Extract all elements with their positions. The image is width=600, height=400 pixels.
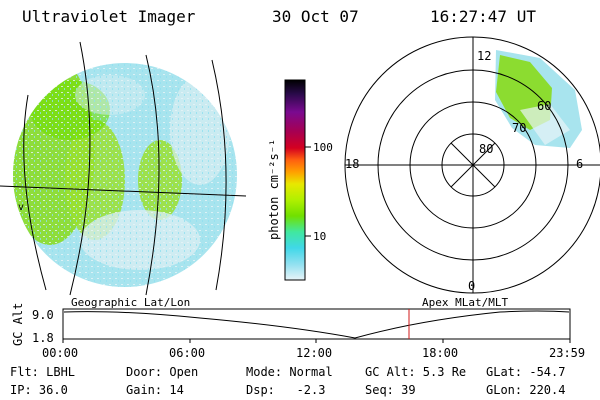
instrument-title: Ultraviolet Imager <box>22 7 196 26</box>
colorbar-tick-10: 10 <box>313 230 326 243</box>
orbit-xtick-1800: 18:00 <box>422 346 459 360</box>
status-dsp: Dsp: -2.3 <box>246 383 326 397</box>
geographic-label: Geographic Lat/Lon <box>71 296 191 309</box>
altitude-curve <box>63 310 570 339</box>
orbit-xtick-0600: 06:00 <box>169 346 206 360</box>
status-mode: Mode: Normal <box>246 365 333 379</box>
status-glon: GLon: 220.4 <box>486 383 566 397</box>
status-filter: Flt: LBHL <box>10 365 76 379</box>
mlt-label-0: 0 <box>468 279 475 293</box>
lat-label-60: 60 <box>537 99 551 113</box>
mlt-label-6: 6 <box>576 157 583 171</box>
observation-date: 30 Oct 07 <box>272 7 359 26</box>
polar-grid <box>344 36 600 294</box>
svg-text:v: v <box>18 202 24 213</box>
apex-label: Apex MLat/MLT <box>422 296 509 309</box>
orbit-xtick-1200: 12:00 <box>296 346 333 360</box>
mlt-label-18: 18 <box>345 157 359 171</box>
status-glat: GLat: -54.7 <box>486 365 566 379</box>
status-gc-alt: GC Alt: 5.3 Re <box>365 365 467 379</box>
status-ip: IP: 36.0 <box>10 383 68 397</box>
orbit-xtick-2359: 23:59 <box>549 346 586 360</box>
status-seq: Seq: 39 <box>365 383 416 397</box>
orbit-ytick-high: 9.0 <box>32 308 54 322</box>
orbit-ytick-low: 1.8 <box>32 331 54 345</box>
lat-label-70: 70 <box>512 121 526 135</box>
mlt-label-12: 12 <box>477 49 491 63</box>
status-gain: Gain: 14 <box>126 383 184 397</box>
lat-lon-grid <box>0 41 247 296</box>
orbit-axis-label: GC Alt <box>11 303 25 346</box>
status-door: Door: Open <box>126 365 199 379</box>
orbit-xtick-0000: 00:00 <box>42 346 79 360</box>
colorbar-unit-label: photon cm⁻²s⁻¹ <box>267 139 281 240</box>
lat-label-80: 80 <box>479 142 493 156</box>
colorbar-tick-100: 100 <box>313 141 333 154</box>
observation-time: 16:27:47 UT <box>430 7 536 26</box>
colorbar-gradient <box>284 79 306 281</box>
